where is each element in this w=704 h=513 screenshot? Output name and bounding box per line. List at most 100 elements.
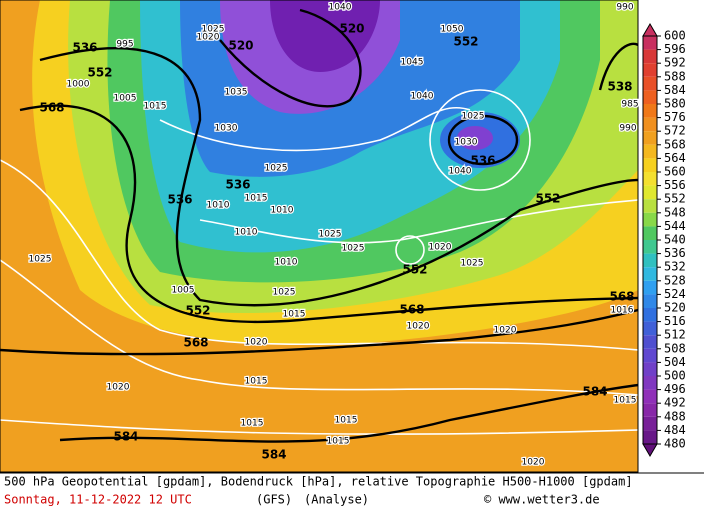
scale-swatch (643, 362, 657, 376)
scale-label: 480 (664, 437, 686, 451)
scale-label: 572 (664, 124, 686, 138)
scale-label: 584 (664, 83, 686, 97)
pressure-label: 1020 (197, 33, 220, 43)
pressure-label: 1010 (275, 258, 298, 268)
scale-arrow-bottom (642, 443, 658, 457)
pressure-label: 1025 (342, 244, 365, 254)
geopotential-label: 584 (582, 385, 607, 399)
map-labels: 536 552 568 520 520 552 536 536 536 552 552 552 568 5… (27, 1, 640, 469)
scale-label: 560 (664, 165, 686, 179)
scale-label: 536 (664, 246, 686, 260)
scale-label: 564 (664, 151, 686, 165)
scale-swatch (643, 199, 657, 213)
map-frame (0, 0, 639, 473)
scale-swatch (643, 131, 657, 145)
scale-swatch (643, 280, 657, 295)
geopotential-label: 536 (72, 41, 97, 55)
pressure-label: 1000 (67, 80, 90, 90)
scale-swatch (643, 376, 657, 390)
scale-swatch (643, 104, 657, 118)
geopotential-label: 568 (39, 101, 64, 115)
pressure-label: 1016 (611, 306, 634, 316)
pressure-label: 1015 (614, 396, 637, 406)
pressure-label: 1030 (455, 138, 478, 148)
scale-label: 544 (664, 219, 686, 233)
geopotential-label: 552 (87, 66, 112, 80)
scale-swatch (643, 294, 657, 308)
pressure-label: 1020 (107, 383, 130, 393)
pressure-label: 1010 (235, 228, 258, 238)
scale-swatch (643, 63, 657, 77)
pressure-label: 1025 (461, 259, 484, 269)
pressure-label: 1040 (411, 92, 434, 102)
pressure-label: 1050 (441, 25, 464, 35)
pressure-label: 1040 (329, 3, 352, 13)
scale-label: 520 (664, 301, 686, 315)
pressure-label: 1005 (172, 286, 195, 296)
fill-492 (270, 0, 380, 72)
footer-date: Sonntag, 11-12-2022 12 UTC (4, 493, 192, 507)
scale-swatch (643, 185, 657, 200)
scale-label: 556 (664, 178, 686, 192)
scale-label: 588 (664, 69, 686, 83)
geopotential-label: 584 (113, 430, 138, 444)
geopotential-label: 584 (261, 448, 286, 462)
scale-swatch (643, 226, 657, 240)
geopotential-label: 520 (228, 39, 253, 53)
scale-label: 580 (664, 97, 686, 111)
footer-run: (Analyse) (304, 493, 369, 507)
scale-swatch (643, 212, 657, 227)
geopotential-label: 536 (470, 154, 495, 168)
pressure-label: 1015 (283, 310, 306, 320)
scale-label: 576 (664, 110, 686, 124)
scale-swatch (643, 90, 657, 104)
pressure-label: 1020 (245, 338, 268, 348)
pressure-label: 1020 (494, 326, 517, 336)
scale-label: 540 (664, 233, 686, 247)
scale-swatch (643, 49, 657, 64)
pressure-label: 1040 (449, 167, 472, 177)
scale-label: 484 (664, 423, 686, 437)
scale-swatch (643, 403, 657, 417)
pressure-label: 1015 (245, 377, 268, 387)
scale-label: 592 (664, 56, 686, 70)
footer-credit: © www.wetter3.de (484, 493, 600, 507)
scale-swatch (643, 348, 657, 363)
geopotential-label: 536 (225, 178, 250, 192)
scale-swatch (643, 416, 657, 431)
footer-model: (GFS) (256, 493, 292, 507)
pressure-label: 1025 (265, 164, 288, 174)
pressure-label: 995 (116, 40, 133, 50)
pressure-label: 1025 (273, 288, 296, 298)
scale-label: 552 (664, 192, 686, 206)
scale-swatch (643, 253, 657, 268)
pressure-label: 1015 (327, 437, 350, 447)
pressure-label: 985 (621, 100, 638, 110)
pressure-label: 1035 (225, 88, 248, 98)
geopotential-label: 552 (402, 263, 427, 277)
scale-frame (642, 35, 658, 445)
map-area (0, 0, 638, 472)
scale-swatch (643, 267, 657, 281)
scale-swatch (643, 36, 657, 50)
scale-label: 500 (664, 369, 686, 383)
scale-swatch (643, 76, 657, 91)
scale-label: 596 (664, 42, 686, 56)
scale-arrow-top (642, 23, 658, 37)
scale-swatch (643, 172, 657, 186)
geopotential-contours (0, 8, 638, 443)
scale-swatch (643, 158, 657, 172)
isobars (0, 89, 638, 435)
scale-swatch (643, 321, 657, 336)
scale-swatch (643, 240, 657, 254)
scale-swatch (643, 144, 657, 159)
scale-label: 600 (664, 29, 686, 43)
pressure-label: 990 (619, 124, 636, 134)
pressure-label: 1025 (462, 112, 485, 122)
scale-swatch (643, 430, 657, 444)
geopotential-label: 552 (453, 35, 478, 49)
pressure-label: 1030 (215, 124, 238, 134)
scale-label: 532 (664, 260, 686, 274)
pressure-label: 1020 (522, 458, 545, 468)
pressure-label: 1015 (245, 194, 268, 204)
